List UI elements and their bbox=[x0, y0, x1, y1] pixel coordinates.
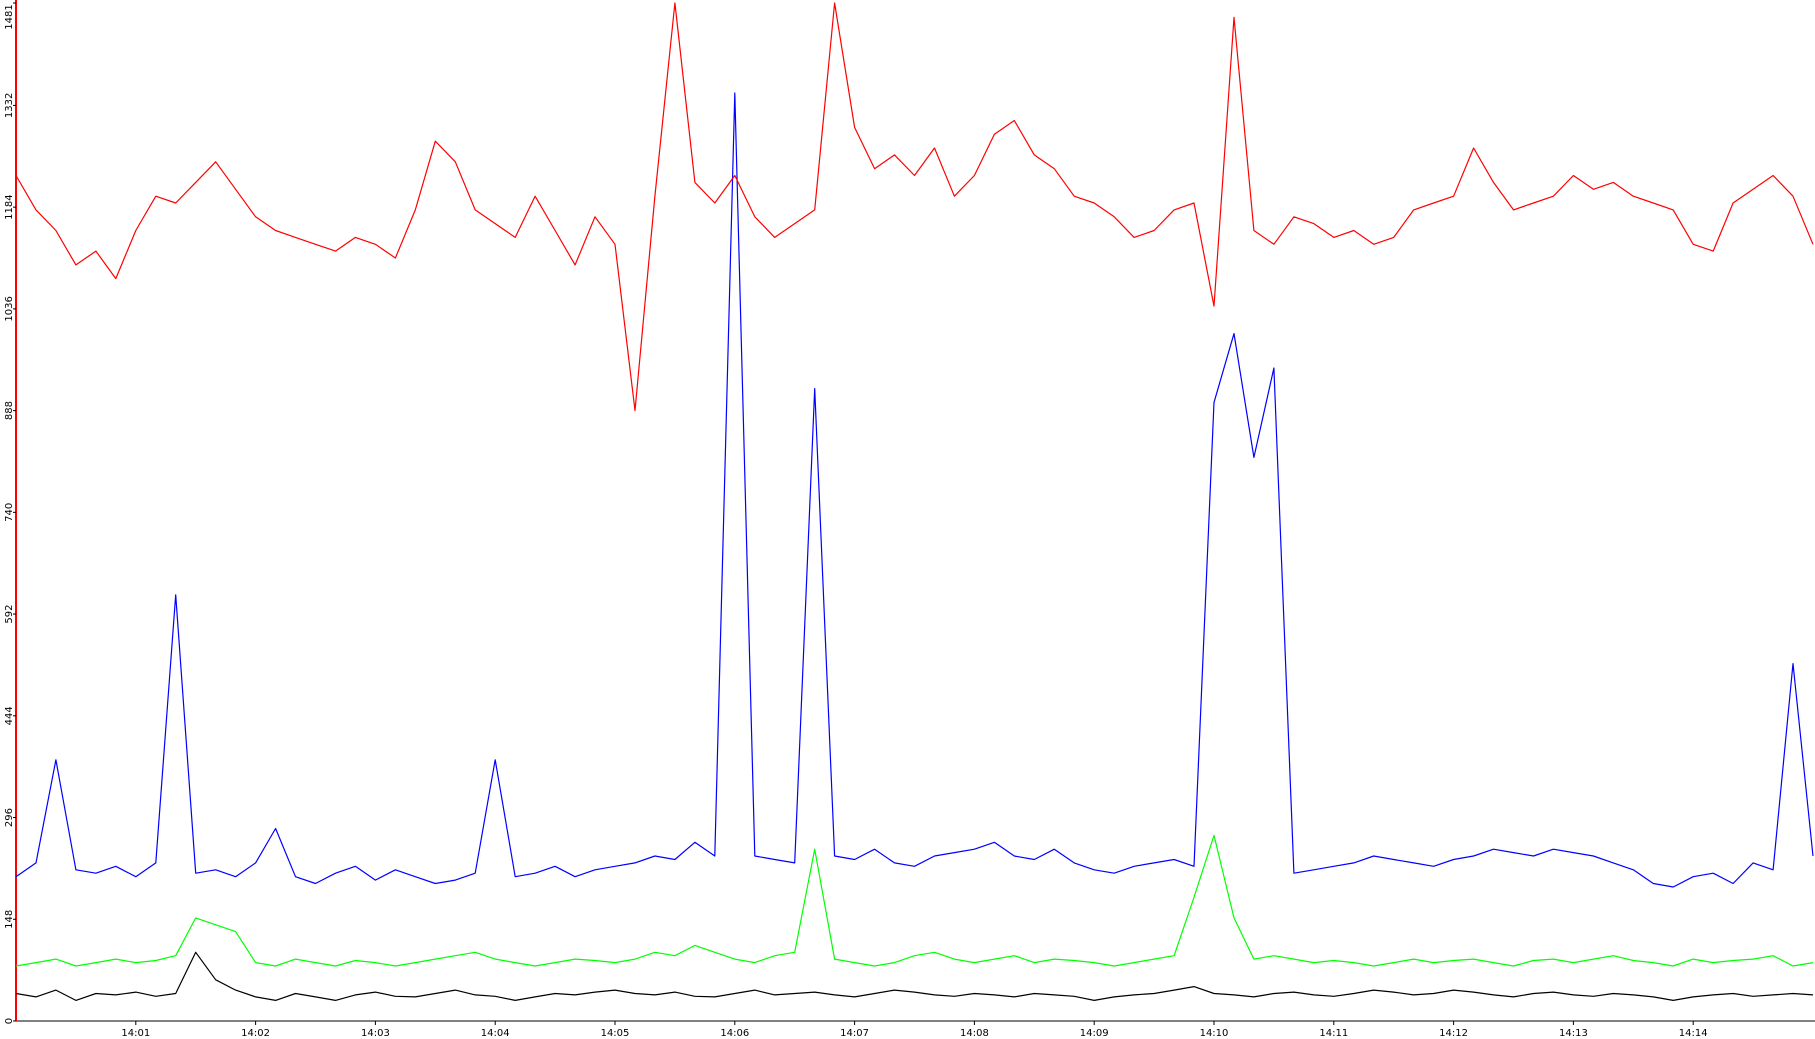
y-tick-label: 1184 bbox=[4, 194, 15, 219]
series-line bbox=[15, 834, 1814, 967]
x-tick-label: 14:06 bbox=[720, 1028, 749, 1039]
series-line bbox=[15, 92, 1814, 888]
y-tick-label: 444 bbox=[4, 706, 15, 725]
x-tick-label: 14:13 bbox=[1559, 1028, 1588, 1039]
y-tick-label: 740 bbox=[4, 503, 15, 522]
y-tick-label: 888 bbox=[4, 401, 15, 420]
x-tick-label: 14:01 bbox=[121, 1028, 150, 1039]
x-tick-label: 14:10 bbox=[1200, 1028, 1229, 1039]
x-tick-label: 14:14 bbox=[1679, 1028, 1708, 1039]
y-tick-label: 1332 bbox=[4, 93, 15, 118]
x-tick-label: 14:04 bbox=[481, 1028, 510, 1039]
y-tick-label: 1481 bbox=[4, 4, 15, 29]
x-tick-label: 14:08 bbox=[960, 1028, 989, 1039]
y-tick-label: 0 bbox=[4, 1018, 15, 1024]
x-tick-label: 14:11 bbox=[1319, 1028, 1348, 1039]
series-line bbox=[15, 2, 1814, 412]
y-tick-label: 296 bbox=[4, 808, 15, 827]
x-tick-label: 14:05 bbox=[601, 1028, 630, 1039]
x-tick-label: 14:02 bbox=[241, 1028, 270, 1039]
x-tick-label: 14:09 bbox=[1080, 1028, 1109, 1039]
x-tick-label: 14:12 bbox=[1439, 1028, 1468, 1039]
x-tick-label: 14:03 bbox=[361, 1028, 390, 1039]
x-tick-label: 14:07 bbox=[840, 1028, 869, 1039]
series-line bbox=[15, 951, 1814, 1001]
y-tick-label: 1036 bbox=[4, 296, 15, 321]
y-tick-label: 592 bbox=[4, 605, 15, 624]
y-tick-label: 148 bbox=[4, 910, 15, 929]
